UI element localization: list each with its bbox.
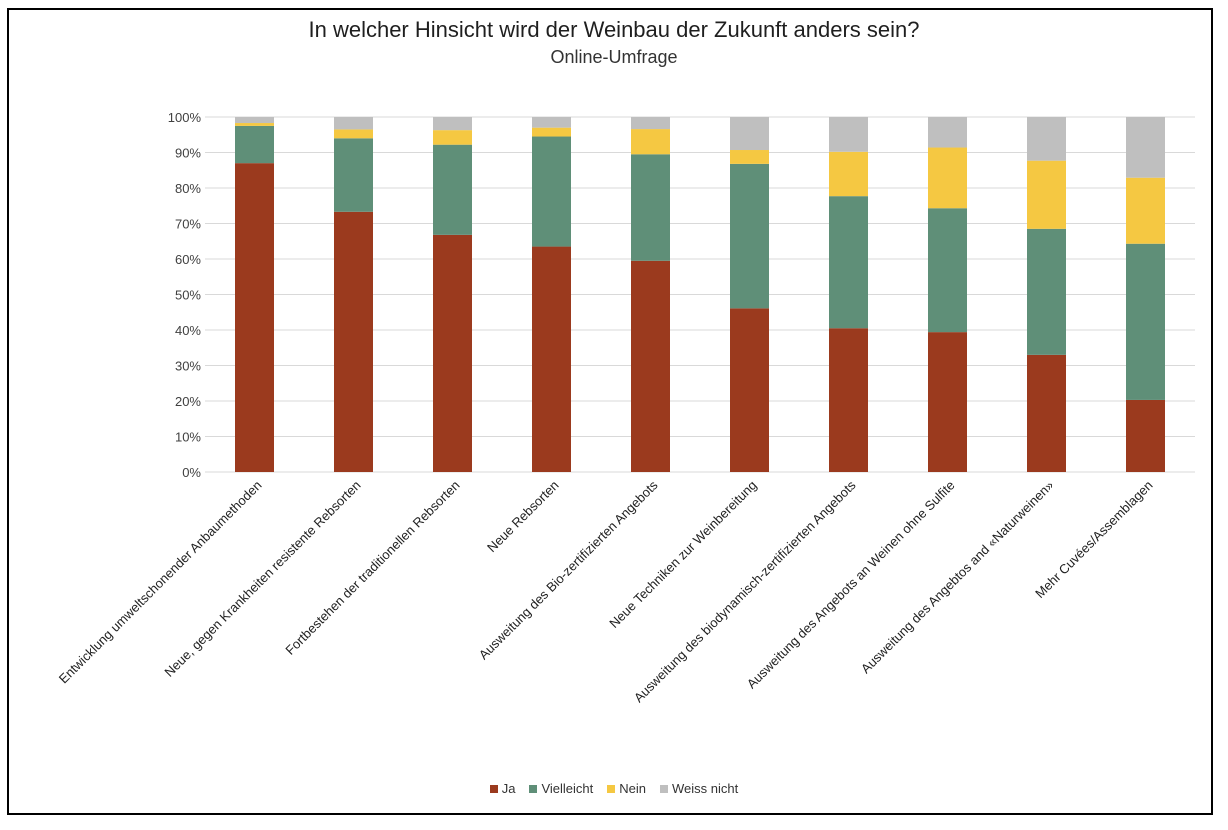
bar-segment-weiss-nicht [334, 117, 373, 130]
y-tick-label: 40% [175, 323, 201, 338]
bar-segment-vielleicht [334, 138, 373, 212]
bar-segment-ja [829, 328, 868, 472]
x-tick-label: Fortbestehen der traditionellen Rebsorte… [282, 478, 462, 658]
legend-item: Ja [489, 781, 516, 796]
y-tick-label: 80% [175, 181, 201, 196]
bar-segment-nein [730, 150, 769, 164]
legend-label: Nein [619, 781, 647, 796]
bar-segment-ja [1126, 399, 1165, 472]
y-tick-label: 10% [175, 430, 201, 445]
bar-segment-vielleicht [1027, 228, 1066, 355]
bar-segment-nein [829, 151, 868, 197]
bar-segment-ja [730, 308, 769, 472]
bar-segment-nein [433, 130, 472, 145]
bar-segment-vielleicht [433, 144, 472, 235]
bar-segment-weiss-nicht [235, 117, 274, 124]
legend-item: Nein [607, 781, 646, 796]
bars [235, 117, 1165, 472]
legend-swatch [489, 784, 498, 793]
bar-segment-vielleicht [631, 154, 670, 261]
x-tick-label: Ausweitung des Bio-zertifizierten Angebo… [476, 477, 661, 662]
legend-label: Ja [501, 781, 516, 796]
chart-frame [7, 8, 1213, 815]
bar-segment-ja [334, 211, 373, 472]
x-tick-label: Mehr Cuvées/Assemblagen [1032, 478, 1156, 602]
y-tick-label: 0% [182, 465, 201, 480]
bar-segment-weiss-nicht [730, 117, 769, 151]
legend-label: Weiss nicht [672, 781, 739, 796]
bar-segment-ja [631, 260, 670, 472]
x-tick-label: Neue Rebsorten [484, 478, 562, 556]
bar-segment-weiss-nicht [532, 117, 571, 128]
bar-segment-ja [433, 234, 472, 472]
bar-segment-weiss-nicht [1027, 117, 1066, 161]
chart-title: In welcher Hinsicht wird der Weinbau der… [308, 17, 920, 42]
bar-segment-weiss-nicht [1126, 117, 1165, 178]
y-tick-label: 20% [175, 394, 201, 409]
legend-item: Weiss nicht [660, 781, 738, 796]
bar-segment-nein [235, 123, 274, 126]
legend-swatch [607, 784, 616, 793]
bar-segment-ja [532, 246, 571, 472]
y-tick-label: 90% [175, 146, 201, 161]
bar-segment-nein [928, 147, 967, 209]
legend-swatch [660, 784, 669, 793]
y-axis-ticks: 0% 10% 20% 30% 40% 50% 60% 70% 80% 90% 100% [168, 110, 202, 480]
y-tick-label: 50% [175, 288, 201, 303]
y-tick-label: 70% [175, 217, 201, 232]
x-tick-label: Ausweitung des Angebtos and «Naturweinen… [858, 478, 1057, 677]
bar-segment-vielleicht [1126, 243, 1165, 400]
bar-segment-vielleicht [235, 125, 274, 164]
bar-segment-vielleicht [829, 196, 868, 329]
bar-segment-nein [1126, 177, 1165, 244]
bar-segment-ja [1027, 354, 1066, 472]
bar-segment-nein [334, 129, 373, 139]
legend-item: Vielleicht [529, 781, 593, 796]
bar-segment-nein [532, 127, 571, 137]
bar-segment-weiss-nicht [928, 117, 967, 148]
x-tick-label: Neue, gegen Krankheiten resistente Rebso… [161, 478, 363, 680]
legend-label: Vielleicht [541, 781, 594, 796]
legend: Ja Vielleicht Nein Weiss nicht [0, 781, 1228, 796]
x-tick-label: Ausweitung des biodynamisch-zertifiziert… [631, 477, 859, 705]
bar-segment-nein [1027, 160, 1066, 229]
x-tick-label: Entwicklung umweltschonender Anbaumethod… [56, 478, 265, 687]
y-tick-label: 30% [175, 359, 201, 374]
y-tick-label: 60% [175, 252, 201, 267]
chart-subtitle: Online-Umfrage [550, 47, 678, 67]
bar-segment-weiss-nicht [433, 117, 472, 131]
bar-segment-ja [928, 332, 967, 472]
bar-segment-weiss-nicht [829, 117, 868, 152]
x-axis-labels: Entwicklung umweltschonender Anbaumethod… [56, 477, 1156, 705]
legend-swatch [529, 784, 538, 793]
y-tick-label: 100% [168, 110, 202, 125]
bar-segment-vielleicht [730, 163, 769, 309]
bar-segment-vielleicht [532, 136, 571, 247]
bar-segment-nein [631, 129, 670, 155]
bar-segment-vielleicht [928, 208, 967, 333]
x-tick-label: Ausweitung des Angebots an Weinen ohne S… [744, 478, 958, 692]
bar-segment-ja [235, 163, 274, 472]
bar-segment-weiss-nicht [631, 117, 670, 130]
